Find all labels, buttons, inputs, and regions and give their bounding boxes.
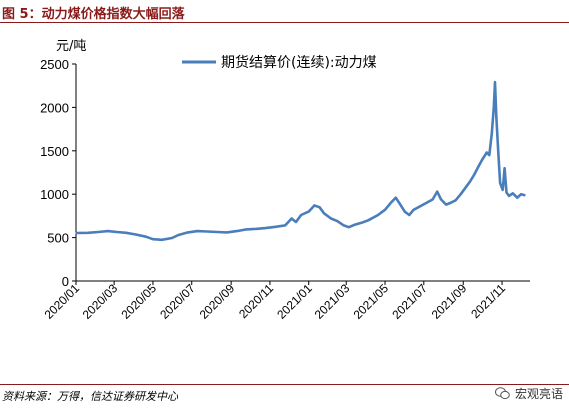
x-tick-label: 2021/05 bbox=[351, 281, 392, 322]
legend: 期货结算价(连续):动力煤 bbox=[182, 54, 377, 71]
footer-divider bbox=[0, 384, 569, 385]
legend-label: 期货结算价(连续):动力煤 bbox=[221, 54, 377, 71]
y-axis: 0 500 1000 1500 2000 2500 bbox=[40, 57, 77, 289]
x-tick-label: 2020/11 bbox=[236, 281, 276, 321]
y-tick-label: 2000 bbox=[40, 100, 69, 115]
x-tick-label: 2020/05 bbox=[118, 281, 159, 322]
x-axis: 2020/012020/032020/052020/072020/092020/… bbox=[42, 280, 530, 322]
wechat-icon bbox=[494, 387, 510, 400]
x-tick-label: 2021/01 bbox=[274, 281, 315, 322]
title-divider bbox=[0, 22, 569, 23]
series-line bbox=[75, 80, 526, 242]
watermark: 宏观亮语 bbox=[494, 385, 563, 402]
y-tick-label: 1000 bbox=[40, 187, 69, 202]
x-tick-label: 2021/03 bbox=[312, 281, 353, 322]
x-tick-label: 2021/07 bbox=[389, 281, 430, 322]
x-tick-label: 2021/11 bbox=[468, 281, 508, 321]
y-tick-label: 2500 bbox=[40, 57, 69, 72]
x-tick-label: 2021/09 bbox=[429, 281, 470, 322]
y-tick-label: 0 bbox=[62, 274, 69, 289]
y-axis-unit-label: 元/吨 bbox=[56, 39, 86, 54]
source-note: 资料来源：万得，信达证券研发中心 bbox=[2, 390, 178, 403]
watermark-text: 宏观亮语 bbox=[514, 387, 563, 401]
y-tick-label: 500 bbox=[47, 231, 69, 246]
x-tick-label: 2020/07 bbox=[157, 281, 198, 322]
y-tick-label: 1500 bbox=[40, 144, 69, 159]
x-tick-label: 2020/03 bbox=[80, 281, 121, 322]
x-tick-label: 2020/09 bbox=[197, 281, 238, 322]
figure-title: 图 5：动力煤价格指数大幅回落 bbox=[2, 7, 185, 22]
series-layer bbox=[75, 80, 526, 242]
line-chart: 元/吨 0 500 1000 1500 2000 2500 2020/012020/032… bbox=[40, 39, 530, 322]
